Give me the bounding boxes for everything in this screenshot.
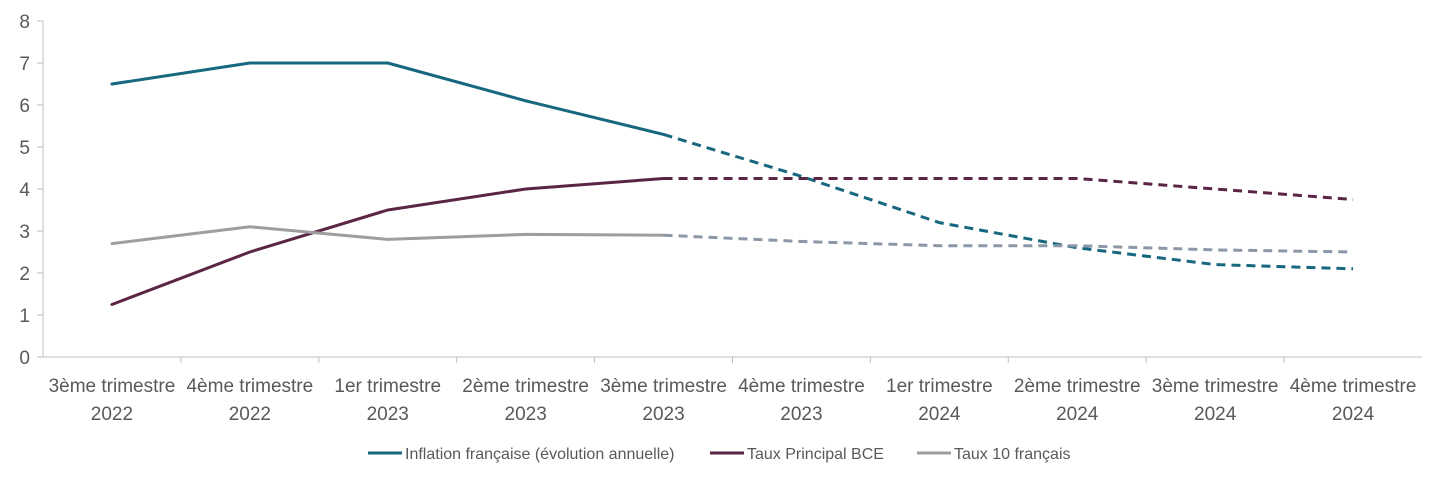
x-tick-label-line: 2022	[229, 404, 271, 425]
series-line-forecast-1	[663, 132, 1354, 271]
y-tick-label: 6	[19, 96, 30, 117]
x-tick-label: 2ème trimestre 2024	[1014, 376, 1141, 425]
series-line-actual-2	[110, 177, 666, 306]
x-tick-label-line: 2023	[505, 404, 547, 425]
x-tick-label-line: 2023	[367, 404, 409, 425]
x-tick-label-line: 3ème trimestre	[1152, 376, 1279, 397]
y-tick-label: 2	[19, 264, 30, 285]
y-tick-label: 8	[19, 12, 30, 33]
x-tick-label-line: 4ème trimestre	[738, 376, 865, 397]
legend-label: Taux Principal BCE	[747, 446, 884, 463]
x-tick-label: 1er trimestre 2024	[886, 376, 993, 425]
legend-label: Inflation française (évolution annuelle)	[405, 446, 675, 463]
series-line-forecast-3	[663, 233, 1354, 254]
x-tick-label: 2ème trimestre 2023	[462, 376, 589, 425]
y-tick-label: 5	[19, 138, 30, 159]
series-line-actual-1	[110, 61, 666, 136]
x-tick-label-line: 2024	[1332, 404, 1375, 425]
x-tick-label: 4ème trimestre 2024	[1290, 376, 1417, 425]
x-tick-label-line: 2024	[1194, 404, 1237, 425]
x-tick-label-line: 2022	[91, 404, 133, 425]
x-tick-label-line: 3ème trimestre	[49, 376, 176, 397]
y-tick-label: 7	[19, 54, 30, 75]
x-tick-label-line: 2ème trimestre	[462, 376, 589, 397]
y-tick-label: 3	[19, 222, 30, 243]
x-tick-label-line: 4ème trimestre	[1290, 376, 1417, 397]
x-tick-label-line: 2023	[780, 404, 822, 425]
legend-label: Taux 10 français	[954, 446, 1071, 463]
series-line-actual-3	[110, 225, 666, 246]
y-tick-label: 4	[19, 180, 30, 201]
x-tick-label-line: 4ème trimestre	[186, 376, 313, 397]
series-lines	[110, 61, 1354, 306]
x-tick-label-line: 2023	[642, 404, 684, 425]
x-tick-label: 3ème trimestre 2024	[1152, 376, 1279, 425]
y-tick-label: 0	[19, 348, 30, 369]
x-tick-label-line: 1er trimestre	[886, 376, 993, 397]
x-tick-label-line: 2ème trimestre	[1014, 376, 1141, 397]
x-tick-label: 4ème trimestre 2023	[738, 376, 865, 425]
x-tick-label-line: 1er trimestre	[334, 376, 441, 397]
x-tick-label-line: 2024	[918, 404, 961, 425]
x-tick-label: 3ème trimestre 2022	[49, 376, 176, 425]
x-tick-label-line: 3ème trimestre	[600, 376, 727, 397]
x-tick-label: 3ème trimestre 2023	[600, 376, 727, 425]
x-tick-label-line: 2024	[1056, 404, 1099, 425]
y-tick-label: 1	[19, 306, 30, 327]
legend: Inflation française (évolution annuelle)…	[368, 446, 1071, 463]
x-tick-label: 4ème trimestre 2022	[186, 376, 313, 425]
series-line-forecast-2	[663, 177, 1354, 201]
x-tick-label: 1er trimestre 2023	[334, 376, 441, 425]
